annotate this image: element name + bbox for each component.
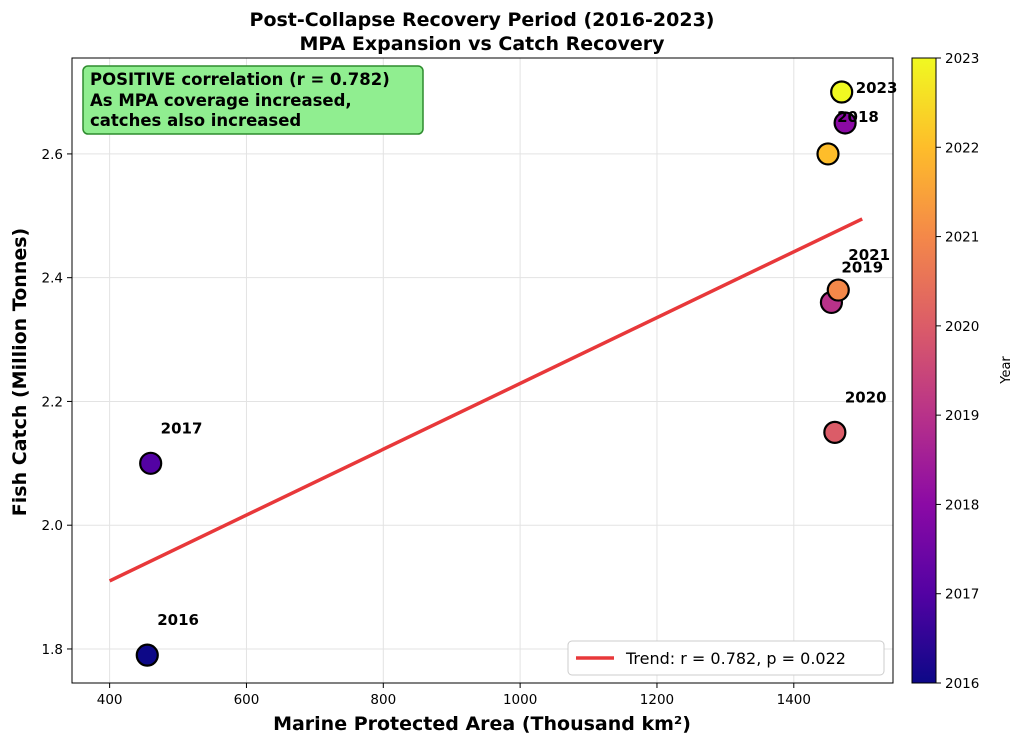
colorbar: 2016 2017 2018 2019 2020 2021 2022 2023 Year [911,51,1014,692]
data-point [816,142,840,166]
chart-title: Post-Collapse Recovery Period (2016-2023… [250,9,715,31]
data-point [830,80,854,104]
annotation-background [82,65,424,135]
colorbar-tick-label: 2019 [945,408,979,424]
plot-area-frame [71,57,894,684]
annotation-line-1: POSITIVE correlation (r = 0.782) [90,70,390,89]
x-ticks: 400 600 800 1000 1200 1400 [97,683,811,708]
point-label: 2019 [841,258,883,276]
legend: Trend: r = 0.782, p = 0.022 [567,640,885,676]
trend-line [108,217,863,583]
legend-trend-label: Trend: r = 0.782, p = 0.022 [625,649,846,668]
x-tick-label: 800 [370,692,396,708]
colorbar-tick-label: 2021 [945,230,979,246]
y-tick-label: 2.2 [42,394,63,410]
colorbar-tick-label: 2017 [945,587,979,603]
colorbar-tick-label: 2018 [945,497,979,513]
y-tick-label: 2.4 [42,271,63,287]
data-point [135,643,159,667]
data-point [139,451,163,475]
y-tick-label: 1.8 [42,642,63,658]
annotation-line-3: catches also increased [90,111,301,130]
point-label: 2023 [856,79,898,97]
data-point [823,420,847,444]
point-labels-group: 2016 2017 2018 2019 2020 2021 2023 [157,79,897,629]
point-label: 2016 [157,611,199,629]
point-label: 2018 [837,108,879,126]
y-tick-label: 2.0 [42,518,63,534]
colorbar-gradient [911,57,937,684]
chart-subtitle: MPA Expansion vs Catch Recovery [299,33,665,55]
y-ticks: 1.8 2.0 2.2 2.4 2.6 [42,147,72,658]
colorbar-tick-label: 2022 [945,140,979,156]
point-label: 2021 [848,246,890,264]
x-tick-label: 600 [234,692,260,708]
x-tick-label: 1400 [777,692,811,708]
y-axis-label: Fish Catch (Million Tonnes) [9,228,31,516]
x-tick-label: 400 [97,692,123,708]
y-tick-label: 2.6 [42,147,63,163]
data-point [826,278,850,302]
grid [72,58,893,683]
trend-line-group [108,217,863,583]
colorbar-tick-label: 2016 [945,676,979,692]
annotation-line-2: As MPA coverage increased, [90,91,352,110]
colorbar-tick-label: 2020 [945,319,979,335]
colorbar-ticks: 2016 2017 2018 2019 2020 2021 2022 2023 [936,51,979,692]
colorbar-label: Year [999,356,1014,385]
x-tick-label: 1000 [503,692,537,708]
data-point [833,111,857,135]
colorbar-tick-label: 2023 [945,51,979,67]
point-label: 2020 [845,388,887,406]
x-axis-label: Marine Protected Area (Thousand km²) [273,713,691,735]
points-group [135,80,857,667]
annotation-box: POSITIVE correlation (r = 0.782) As MPA … [82,65,424,135]
legend-frame [567,640,885,676]
point-label: 2017 [161,419,203,437]
x-tick-label: 1200 [640,692,674,708]
